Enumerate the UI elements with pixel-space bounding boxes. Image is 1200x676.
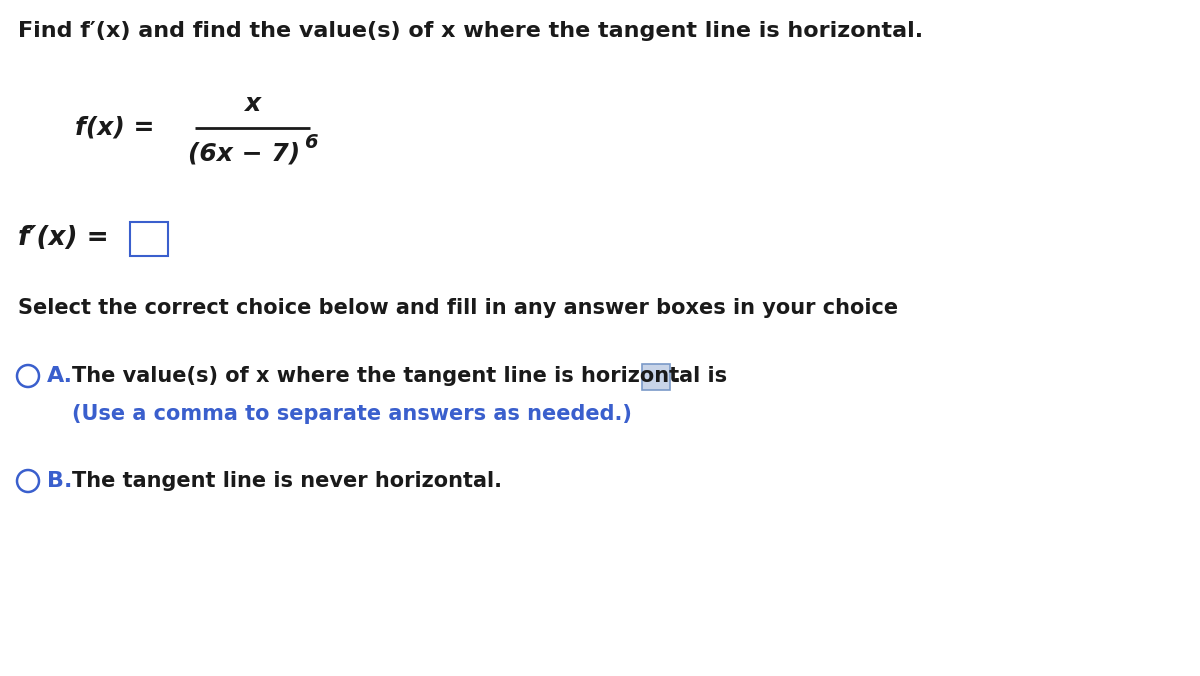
Circle shape: [17, 470, 38, 492]
Text: f′(x) =: f′(x) =: [18, 225, 118, 251]
Text: f(x) =: f(x) =: [74, 116, 163, 140]
FancyBboxPatch shape: [642, 364, 670, 390]
Text: (Use a comma to separate answers as needed.): (Use a comma to separate answers as need…: [72, 404, 632, 424]
Text: B.: B.: [47, 471, 72, 491]
FancyBboxPatch shape: [130, 222, 168, 256]
Text: 6: 6: [305, 132, 318, 151]
Circle shape: [17, 365, 38, 387]
Text: Select the correct choice below and fill in any answer boxes in your choice: Select the correct choice below and fill…: [18, 298, 898, 318]
Text: A.: A.: [47, 366, 73, 386]
Text: The tangent line is never horizontal.: The tangent line is never horizontal.: [72, 471, 502, 491]
Text: x: x: [245, 92, 260, 116]
Text: Find f′(x) and find the value(s) of x where the tangent line is horizontal.: Find f′(x) and find the value(s) of x wh…: [18, 21, 923, 41]
Text: (6x − 7): (6x − 7): [188, 142, 300, 166]
Text: The value(s) of x where the tangent line is horizontal is: The value(s) of x where the tangent line…: [72, 366, 727, 386]
Text: .: .: [673, 366, 680, 386]
